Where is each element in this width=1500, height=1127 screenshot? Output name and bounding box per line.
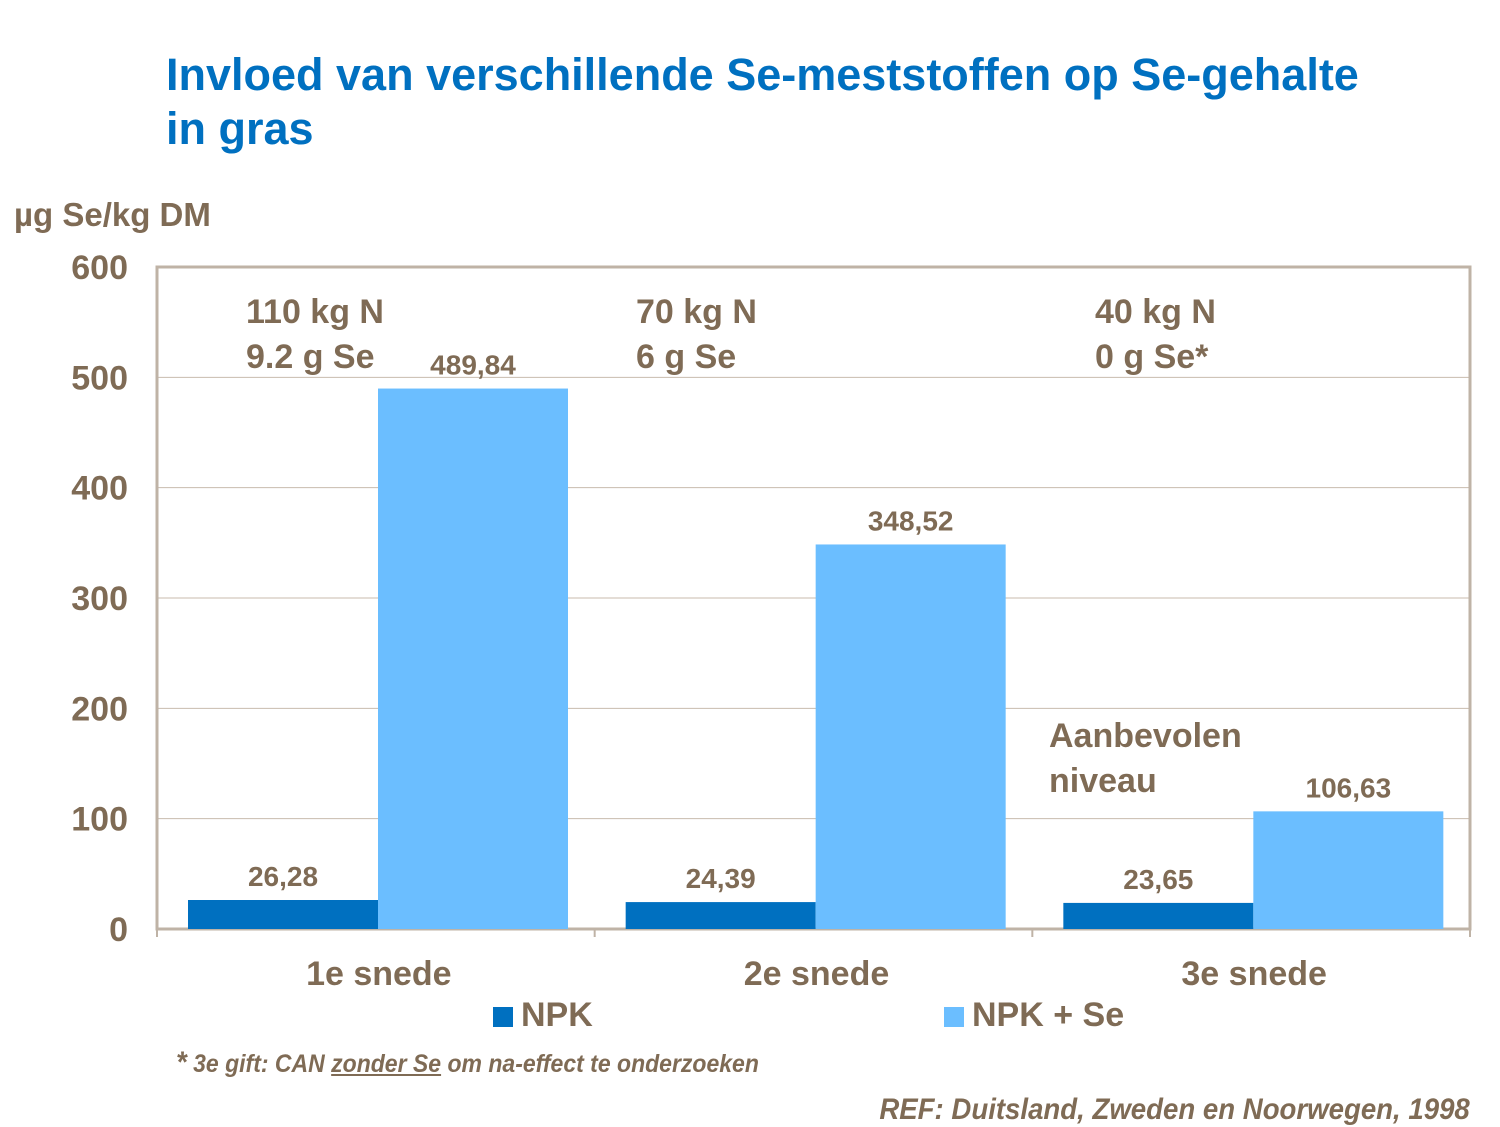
y-tick-label: 300: [71, 580, 128, 618]
bar: [188, 900, 378, 929]
data-label: 489,84: [430, 350, 516, 381]
y-axis-label: µg Se/kg DM: [14, 196, 211, 233]
y-tick-label: 600: [71, 249, 128, 287]
data-label: 26,28: [248, 861, 318, 892]
bar: [1253, 811, 1444, 929]
x-tick-label: 1e snede: [306, 955, 452, 993]
x-tick-label: 3e snede: [1181, 955, 1327, 993]
data-label: 24,39: [686, 863, 756, 894]
bar: [625, 902, 816, 929]
chart-title: Invloed van verschillende Se-meststoffen…: [166, 49, 1359, 154]
bar: [1063, 902, 1254, 929]
annotation-recommended: Aanbevolen niveau: [1049, 714, 1242, 804]
bar: [378, 388, 568, 929]
y-tick-label: 0: [109, 911, 128, 949]
data-label: 348,52: [868, 505, 954, 536]
annotation-1e: 110 kg N 9.2 g Se: [246, 290, 384, 380]
annotation-line: 110 kg N: [246, 293, 384, 331]
annotation-line: 0 g Se*: [1095, 338, 1209, 376]
footnote-star: *: [176, 1046, 187, 1079]
annotation-line: 6 g Se: [636, 338, 737, 376]
annotation-2e: 70 kg N 6 g Se: [636, 290, 757, 380]
legend-label-npk: NPK: [521, 996, 593, 1034]
legend-swatch-npk: [493, 1007, 513, 1027]
reference: REF: Duitsland, Zweden en Noorwegen, 199…: [879, 1093, 1470, 1126]
legend-label-npk-se: NPK + Se: [972, 996, 1125, 1034]
y-tick-label: 100: [71, 801, 128, 839]
y-tick-label: 400: [71, 470, 128, 508]
annotation-line: niveau: [1049, 762, 1157, 800]
y-tick-label: 500: [71, 359, 128, 397]
x-tick-label: 2e snede: [744, 955, 890, 993]
annotation-line: 40 kg N: [1095, 293, 1216, 331]
footnote-text: om na-effect te onderzoeken: [441, 1050, 759, 1078]
annotation-3e: 40 kg N 0 g Se*: [1095, 290, 1216, 380]
y-tick-label: 200: [71, 690, 128, 728]
footnote-text: 3e gift: CAN: [186, 1050, 332, 1078]
data-label: 23,65: [1123, 864, 1193, 895]
data-label: 106,63: [1306, 772, 1392, 803]
annotation-line: Aanbevolen: [1049, 717, 1242, 755]
footnote: * 3e gift: CAN zonder Se om na-effect te…: [176, 1046, 759, 1080]
bar: [815, 544, 1006, 929]
annotation-line: 9.2 g Se: [246, 338, 375, 376]
annotation-line: 70 kg N: [636, 293, 757, 331]
legend-swatch-npk-se: [944, 1007, 964, 1027]
footnote-underlined: zonder Se: [331, 1050, 442, 1078]
